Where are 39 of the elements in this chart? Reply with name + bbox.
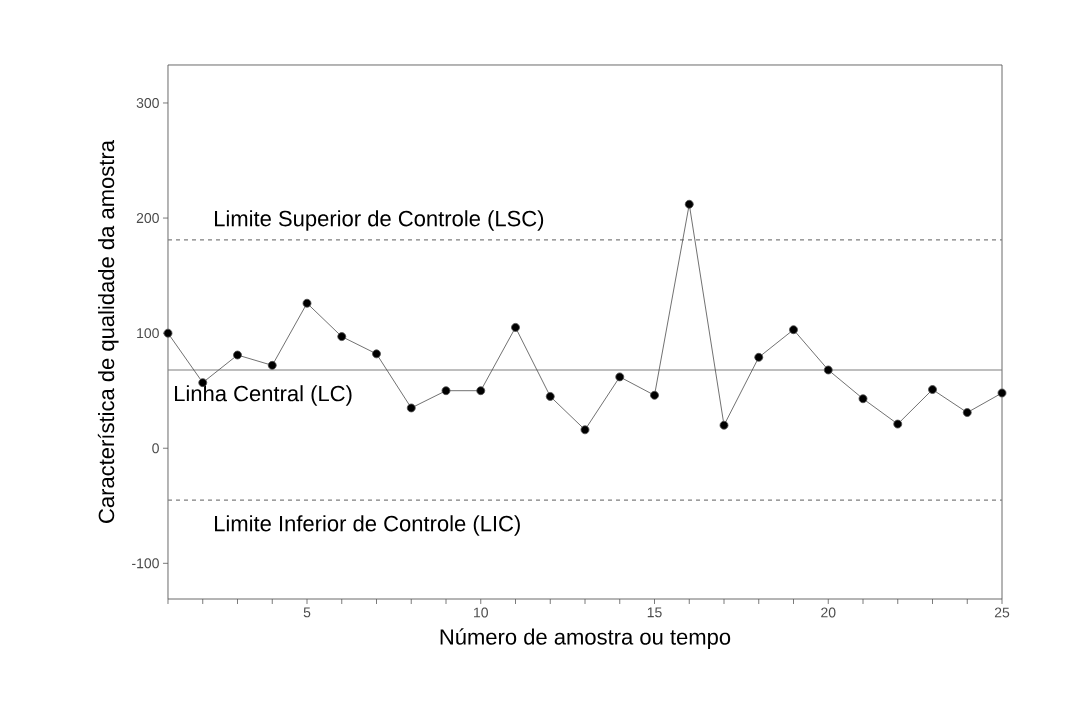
point	[754, 352, 764, 362]
point	[545, 392, 555, 401]
point	[997, 388, 1007, 398]
point	[302, 298, 312, 308]
y-axis-title: Característica de qualidade da amostra	[97, 140, 119, 523]
y-tick-label: -100	[132, 558, 159, 569]
point	[511, 322, 520, 332]
point	[372, 349, 381, 359]
point	[580, 425, 590, 435]
point	[406, 403, 416, 413]
point	[684, 199, 694, 209]
y-tick-label: 200	[136, 213, 159, 224]
point	[893, 419, 903, 429]
x-tick-label: 25	[994, 607, 1010, 618]
point	[928, 385, 937, 394]
point	[267, 360, 277, 370]
y-tick-label: 100	[137, 328, 159, 339]
y-tick-label: 300	[136, 98, 159, 108]
x-tick-label: 20	[821, 607, 836, 618]
ref-line-label: Limite Superior de Controle (LSC)	[215, 210, 544, 231]
point	[476, 386, 486, 396]
point	[858, 394, 868, 404]
point	[650, 390, 659, 400]
point	[962, 408, 972, 417]
point	[163, 328, 173, 338]
point	[615, 372, 625, 382]
point	[337, 332, 347, 341]
point	[441, 386, 451, 396]
x-tick-label: 5	[303, 607, 311, 618]
point	[789, 325, 798, 335]
ref-line-label: Limite Inferior de Controle (LIC)	[215, 515, 520, 536]
ref-line-label: Linha Central (LC)	[175, 385, 352, 406]
x-tick-label: 15	[647, 607, 662, 618]
x-axis-title: Número de amostra ou tempo	[440, 628, 731, 650]
point	[719, 420, 729, 430]
y-tick-label: 0	[152, 443, 159, 454]
point	[233, 350, 242, 360]
x-tick-label: 10	[474, 607, 488, 618]
point	[823, 365, 833, 375]
